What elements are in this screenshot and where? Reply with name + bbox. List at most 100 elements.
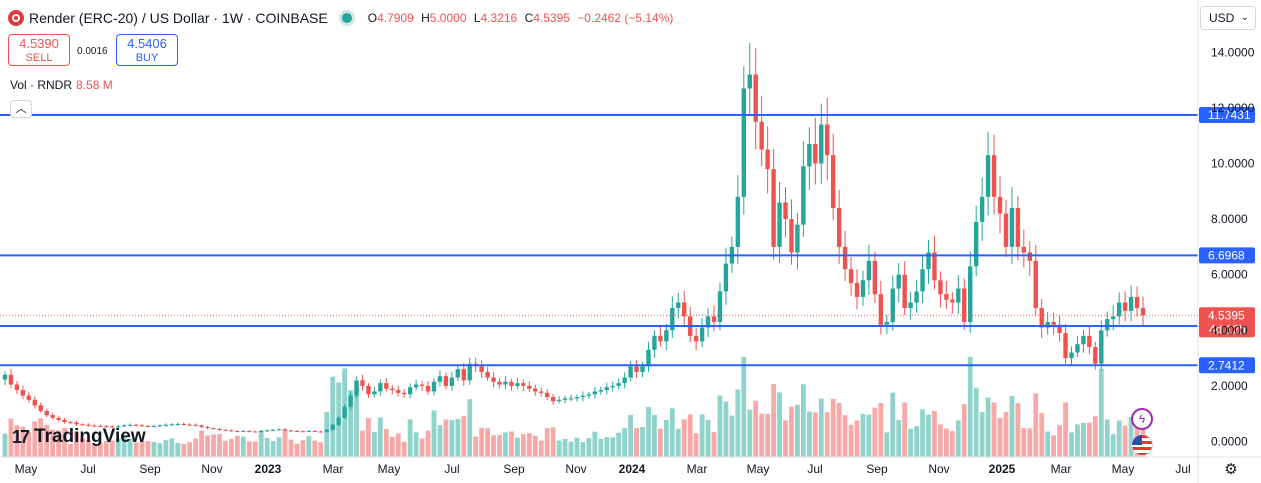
candle-body	[1116, 302, 1122, 317]
candle-body	[56, 417, 61, 420]
chevron-up-icon[interactable]: ︿	[10, 100, 32, 118]
time-tick-label: Jul	[1175, 462, 1190, 476]
tradingview-logo[interactable]: 17 TradingView	[12, 426, 146, 447]
candle-body	[461, 369, 466, 381]
time-tick-label: 2025	[989, 462, 1016, 476]
volume-bar	[109, 440, 115, 457]
volume-bar	[497, 435, 502, 457]
volume-bar	[354, 389, 359, 457]
candle-body	[264, 430, 270, 432]
volume-bar	[300, 440, 306, 457]
candle-body	[258, 430, 264, 432]
volume-bar	[32, 421, 38, 457]
candle-body	[247, 430, 252, 432]
candle-body	[20, 390, 26, 396]
last-price-tag	[1199, 307, 1255, 338]
volume-bar	[62, 427, 67, 457]
candle-body	[300, 431, 306, 433]
candle-body	[640, 366, 645, 372]
candle-body	[2, 374, 8, 380]
volume-bar	[550, 427, 556, 457]
candle-body	[324, 429, 329, 432]
candle-body	[223, 429, 228, 431]
candle-body	[68, 422, 73, 424]
gear-icon[interactable]: ⚙	[1224, 461, 1238, 478]
volume-bar	[1009, 395, 1015, 457]
candle-body	[318, 431, 323, 433]
candle-body	[74, 422, 79, 425]
volume-bar	[324, 412, 330, 457]
candle-body	[50, 415, 55, 418]
volume-bar	[878, 402, 884, 457]
volume-bar	[234, 435, 240, 457]
us-flag-icon[interactable]	[1131, 434, 1153, 456]
volume-bar	[991, 402, 997, 457]
candle-body	[384, 383, 389, 389]
volume-bar	[229, 438, 234, 457]
volume-bar	[1075, 424, 1080, 457]
level-tag	[1199, 357, 1255, 374]
market-status-icon[interactable]	[341, 13, 352, 23]
candle-body	[789, 219, 794, 253]
volume-bar	[1069, 432, 1074, 457]
volume-bar	[443, 419, 449, 457]
candle-body	[574, 397, 580, 399]
volume-bar	[1098, 368, 1104, 457]
volume-bar	[419, 438, 425, 457]
volume-bar	[806, 411, 812, 457]
time-tick-label: May	[747, 462, 770, 476]
candle-body	[830, 155, 836, 208]
volume-bar	[97, 442, 103, 457]
volume-bar	[640, 427, 645, 457]
candle-body	[836, 207, 842, 247]
volume-bar	[759, 413, 765, 457]
volume-bar	[520, 434, 526, 457]
volume-bar	[657, 428, 663, 457]
candle-body	[62, 419, 67, 423]
volume-bar	[86, 440, 91, 457]
candle-body	[330, 424, 335, 430]
time-tick-label: 2024	[619, 462, 646, 476]
buy-button[interactable]: 4.5406 BUY	[116, 34, 178, 66]
candle-body	[306, 430, 312, 432]
level-tag	[1199, 247, 1255, 264]
candle-body	[753, 74, 758, 122]
volume-bar	[1086, 422, 1092, 457]
lightning-icon[interactable]: ϟ	[1131, 408, 1153, 430]
volume-bar	[360, 430, 365, 457]
candle-body	[628, 366, 633, 378]
volume-bar	[1122, 425, 1128, 457]
volume-bar	[431, 410, 437, 457]
candle-body	[932, 252, 937, 281]
candle-body	[622, 377, 627, 384]
volume-bar	[729, 415, 735, 457]
candle-body	[610, 385, 615, 388]
candle-body	[1081, 335, 1086, 345]
volume-bar	[1003, 412, 1009, 457]
volume-bar	[449, 420, 455, 457]
volume-bar	[1051, 435, 1057, 457]
candle-body	[110, 426, 115, 428]
symbol-title[interactable]: Render (ERC-20) / US Dollar · 1W · COINB…	[29, 10, 328, 26]
candle-body	[777, 202, 782, 247]
candle-body	[884, 321, 890, 325]
volume-bar	[574, 437, 580, 457]
price-tick-label: 4.0000	[1211, 323, 1248, 337]
volume-bar	[783, 420, 788, 457]
sell-button[interactable]: 4.5390 SELL	[8, 34, 70, 66]
level-tag-label: 2.7412	[1208, 358, 1245, 372]
candle-body	[825, 124, 830, 156]
candle-body	[682, 302, 687, 317]
candle-body	[902, 274, 907, 309]
candle-body	[1021, 246, 1027, 253]
level-tag-label: 6.6968	[1208, 248, 1245, 262]
candle-body	[139, 425, 145, 427]
candle-body	[229, 430, 234, 432]
volume-bar	[663, 419, 669, 457]
candle-body	[217, 428, 222, 430]
currency-select[interactable]: USD ⌄	[1200, 6, 1256, 30]
candle-body	[288, 430, 294, 432]
candle-body	[419, 384, 425, 386]
candle-body	[634, 366, 639, 372]
